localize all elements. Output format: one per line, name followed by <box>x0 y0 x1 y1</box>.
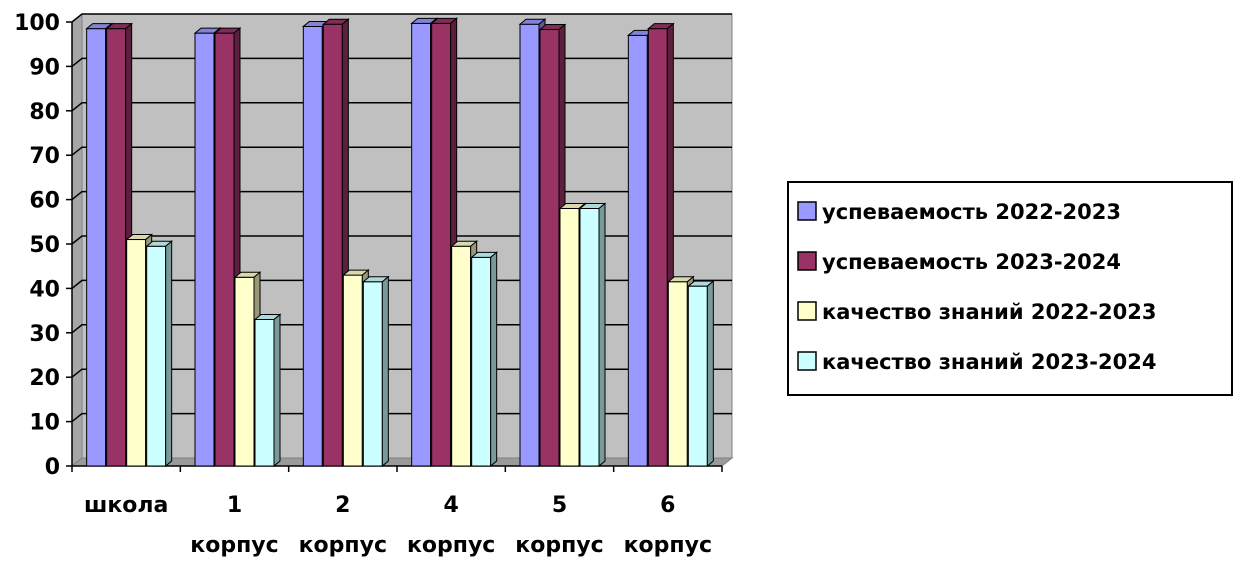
bar-3 <box>451 245 472 467</box>
y-tick-label: 90 <box>29 55 60 80</box>
bar-2 <box>106 28 127 467</box>
gridline <box>71 368 732 378</box>
y-tick-label: 50 <box>29 233 60 258</box>
bar-1 <box>302 25 323 467</box>
x-tick-label: 1 корпус <box>190 493 278 558</box>
x-tick-label: 6 корпус <box>624 493 712 558</box>
y-tick-label: 100 <box>14 11 60 36</box>
gridline <box>71 57 732 67</box>
legend-box <box>787 181 1233 396</box>
gridline <box>71 279 732 289</box>
y-tick-label: 60 <box>29 189 60 214</box>
bar-4 <box>579 207 600 467</box>
bar-side <box>381 275 389 468</box>
bar-4 <box>146 245 167 467</box>
bar-3 <box>667 281 688 467</box>
bar-1 <box>411 22 432 467</box>
y-tick-label: 20 <box>29 366 60 391</box>
x-tick-label: 4 корпус <box>407 493 495 558</box>
bar-1 <box>86 28 107 467</box>
gridline <box>71 324 732 334</box>
bar-2 <box>539 29 560 467</box>
legend-label: успеваемость 2023-2024 <box>822 250 1121 274</box>
bar-1 <box>519 23 540 467</box>
bar-1 <box>194 32 215 467</box>
gridline <box>71 102 732 112</box>
bar-2 <box>647 28 668 467</box>
gridline <box>71 190 732 201</box>
bar-3 <box>342 274 363 467</box>
bar-side <box>706 280 714 468</box>
y-tick-label: 30 <box>29 322 60 347</box>
bar-3 <box>559 207 580 467</box>
bar-side <box>598 202 606 468</box>
y-tick-label: 70 <box>29 144 60 169</box>
gridline <box>71 13 732 23</box>
y-tick-label: 80 <box>29 100 60 125</box>
gridline <box>71 412 732 423</box>
bar-4 <box>471 256 492 467</box>
legend-swatch <box>797 201 817 221</box>
bar-4 <box>362 281 383 467</box>
bar-side <box>165 240 173 468</box>
bar-2 <box>431 22 452 467</box>
bar-2 <box>214 32 235 467</box>
gridline <box>71 235 732 245</box>
legend-swatch <box>797 351 817 371</box>
legend-label: качество знаний 2023-2024 <box>822 350 1156 374</box>
bar-2 <box>322 23 343 467</box>
bar-4 <box>687 285 708 467</box>
bar-side <box>273 313 281 468</box>
x-tick-label: школа <box>84 493 168 518</box>
bar-3 <box>234 276 255 467</box>
legend-swatch <box>797 301 817 321</box>
y-tick-label: 40 <box>29 277 60 302</box>
legend-label: качество знаний 2022-2023 <box>822 300 1156 324</box>
bar-3 <box>126 239 147 467</box>
legend-swatch <box>797 251 817 271</box>
bar-side <box>490 251 498 468</box>
x-tick-label: 2 корпус <box>299 493 387 558</box>
y-tick-label: 0 <box>45 455 60 480</box>
gridline <box>71 146 732 156</box>
legend-label: успеваемость 2022-2023 <box>822 200 1121 224</box>
bar-4 <box>254 318 275 467</box>
x-tick-label: 5 корпус <box>515 493 603 558</box>
y-tick-label: 10 <box>29 411 60 436</box>
bar-1 <box>627 34 648 467</box>
